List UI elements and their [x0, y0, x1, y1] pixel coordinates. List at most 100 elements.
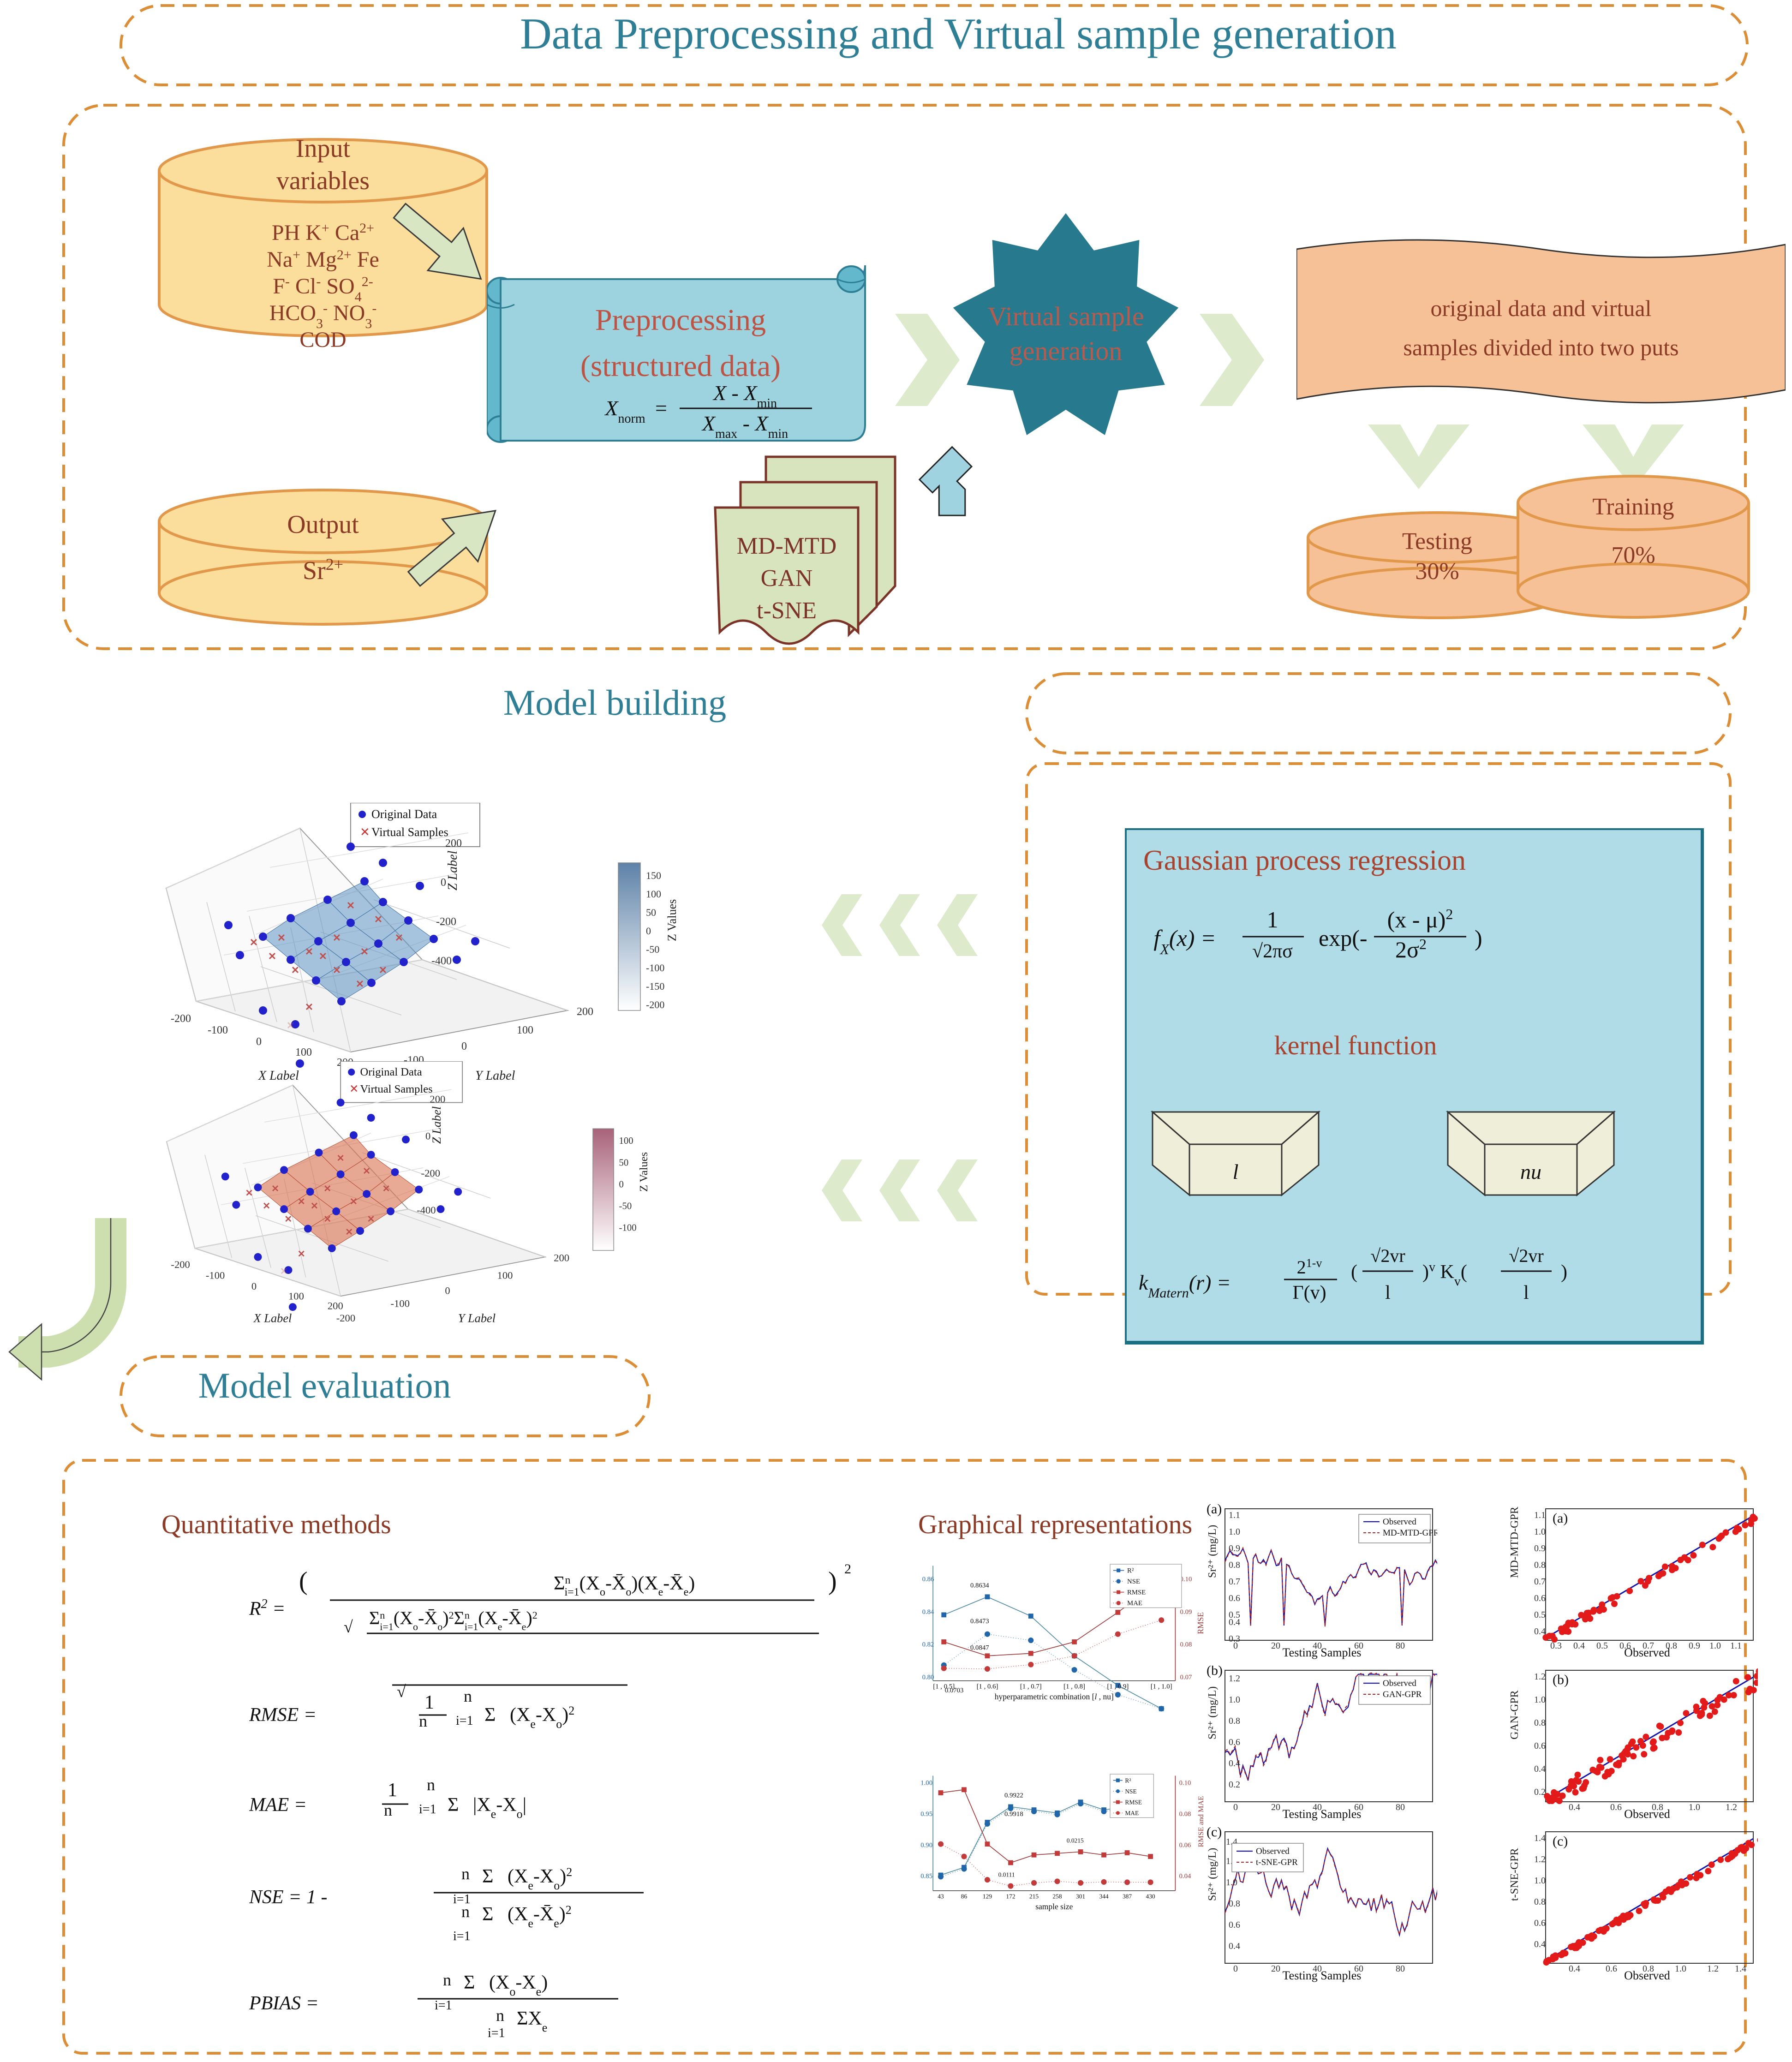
svg-text:100: 100 [295, 1046, 312, 1058]
svg-text:✕: ✕ [360, 946, 369, 957]
svg-text:1: 1 [424, 1692, 434, 1713]
svg-text:100: 100 [497, 1269, 513, 1281]
svg-text:GAN-GPR: GAN-GPR [1509, 1690, 1521, 1739]
svg-text:0.4: 0.4 [1229, 1758, 1240, 1769]
svg-text:Z Label: Z Label [430, 1106, 443, 1144]
svg-text:1.0: 1.0 [1229, 1695, 1240, 1705]
svg-text:X Label: X Label [253, 1311, 292, 1325]
svg-text:✕: ✕ [284, 1214, 292, 1225]
svg-text:20: 20 [1271, 1964, 1280, 1974]
svg-text:i=1: i=1 [419, 1802, 436, 1817]
svg-text:Na+ Mg2+ Fe: Na+ Mg2+ Fe [267, 247, 379, 272]
svg-text:0.8: 0.8 [1229, 1560, 1240, 1570]
svg-text:(: ( [1351, 1261, 1357, 1283]
svg-text:-150: -150 [646, 980, 664, 992]
svg-text:43: 43 [938, 1893, 944, 1900]
svg-text:86: 86 [961, 1893, 968, 1900]
svg-text:Sr²⁺ (mg/L): Sr²⁺ (mg/L) [1207, 1848, 1219, 1901]
svg-text:✕: ✕ [360, 825, 370, 839]
svg-text:✕: ✕ [333, 932, 341, 944]
svg-text:0.8: 0.8 [1652, 1802, 1663, 1812]
svg-text:GAN-GPR: GAN-GPR [1383, 1690, 1422, 1699]
svg-text:344: 344 [1099, 1893, 1108, 1900]
svg-text:0.9: 0.9 [1689, 1641, 1700, 1651]
svg-text:|Xe-Xo|: |Xe-Xo| [473, 1794, 526, 1821]
svg-text:-50: -50 [619, 1201, 632, 1212]
svg-text:0.8634: 0.8634 [970, 1582, 989, 1590]
svg-text:NSE: NSE [1127, 1578, 1140, 1585]
svg-text:0.4: 0.4 [1569, 1802, 1580, 1812]
svg-text:1.2: 1.2 [1534, 1854, 1546, 1865]
svg-text:✕: ✕ [323, 1184, 331, 1194]
svg-text:✕: ✕ [345, 1227, 353, 1237]
svg-text:-50: -50 [646, 944, 659, 955]
svg-text:-100: -100 [391, 1298, 410, 1309]
svg-text:-200: -200 [171, 1013, 191, 1025]
svg-text:0.95: 0.95 [920, 1811, 932, 1818]
svg-text:0.8: 0.8 [1666, 1641, 1677, 1651]
svg-text:0.6: 0.6 [1534, 1593, 1546, 1603]
svg-text:60: 60 [1354, 1641, 1363, 1651]
svg-text:1.1: 1.1 [1534, 1510, 1546, 1520]
svg-text:✕: ✕ [245, 1188, 253, 1198]
svg-text:(a): (a) [1207, 1504, 1222, 1517]
svg-text:0.80: 0.80 [922, 1674, 934, 1681]
svg-text:80: 80 [1396, 1641, 1405, 1651]
svg-text:i=1: i=1 [488, 2026, 505, 2039]
svg-text:NSE: NSE [1125, 1788, 1136, 1795]
svg-text:0.8: 0.8 [1534, 1560, 1546, 1570]
svg-text:(Xo-Xe): (Xo-Xe) [489, 1972, 548, 1998]
svg-text:Σni=1(Xo-X̄o)(Xe-X̄e): Σn i=1(Xo-X̄o)(Xe-X̄e) [554, 1573, 695, 1598]
svg-text:0: 0 [1233, 1802, 1238, 1812]
svg-text:✕: ✕ [346, 900, 355, 911]
svg-text:samples divided into two puts: samples divided into two puts [1403, 335, 1679, 360]
svg-text:0.85: 0.85 [920, 1873, 932, 1880]
svg-text:0.08: 0.08 [1179, 1811, 1191, 1818]
svg-text:1.4: 1.4 [1735, 1964, 1746, 1974]
svg-text:R² and NSE: R² and NSE [911, 1805, 912, 1841]
svg-text:n: n [427, 1775, 435, 1794]
svg-text:1.0: 1.0 [1689, 1802, 1700, 1812]
svg-text:0.8473: 0.8473 [970, 1618, 989, 1625]
svg-text:0.86: 0.86 [922, 1576, 934, 1583]
svg-text:40: 40 [1313, 1964, 1322, 1974]
svg-text:0: 0 [461, 1040, 467, 1052]
svg-text:0.9922: 0.9922 [1004, 1792, 1023, 1799]
svg-text:R2 =: R2 = [249, 1597, 286, 1620]
svg-text:Observed: Observed [1383, 1679, 1416, 1688]
svg-text:60: 60 [1354, 1964, 1363, 1974]
svg-text:-200: -200 [646, 999, 664, 1010]
svg-text:n: n [443, 1971, 451, 1989]
svg-text:Y Label: Y Label [458, 1311, 496, 1325]
svg-text:✕: ✕ [291, 964, 299, 976]
svg-text:0.7: 0.7 [1534, 1577, 1546, 1587]
svg-text:0: 0 [256, 1036, 262, 1048]
svg-text:Virtual Samples: Virtual Samples [360, 1083, 433, 1095]
svg-text:301: 301 [1076, 1893, 1085, 1900]
svg-text:40: 40 [1313, 1641, 1322, 1651]
svg-text:COD: COD [299, 328, 346, 352]
svg-text:✕: ✕ [298, 1249, 305, 1259]
svg-text:PBIAS =: PBIAS = [249, 1993, 319, 2014]
svg-text:0.6: 0.6 [1229, 1593, 1240, 1603]
svg-text:200: 200 [430, 1094, 445, 1105]
svg-text:GAN: GAN [761, 565, 813, 592]
svg-text:1.2: 1.2 [1229, 1674, 1240, 1684]
svg-text:0.4: 0.4 [1573, 1641, 1585, 1651]
svg-text:✕: ✕ [263, 1201, 270, 1212]
svg-text:l: l [1233, 1160, 1239, 1183]
svg-text:0.5: 0.5 [1534, 1610, 1546, 1620]
svg-text:n: n [461, 1902, 470, 1921]
svg-text:✕: ✕ [277, 932, 286, 944]
svg-text:✕: ✕ [336, 1154, 344, 1164]
svg-text:0.9918: 0.9918 [1004, 1811, 1023, 1818]
svg-text:MD-MTD: MD-MTD [737, 533, 837, 559]
svg-text:Original Data: Original Data [360, 1066, 422, 1078]
svg-text:0.07: 0.07 [1180, 1674, 1192, 1681]
svg-text:0.0215: 0.0215 [1067, 1837, 1084, 1844]
svg-text:0.84: 0.84 [922, 1608, 934, 1616]
svg-text:ΣXe: ΣXe [517, 2008, 547, 2034]
svg-text:RMSE: RMSE [1127, 1589, 1146, 1596]
svg-text:0.8: 0.8 [1534, 1718, 1546, 1728]
svg-text:[1 , 0.9]: [1 , 0.9] [1107, 1683, 1129, 1690]
